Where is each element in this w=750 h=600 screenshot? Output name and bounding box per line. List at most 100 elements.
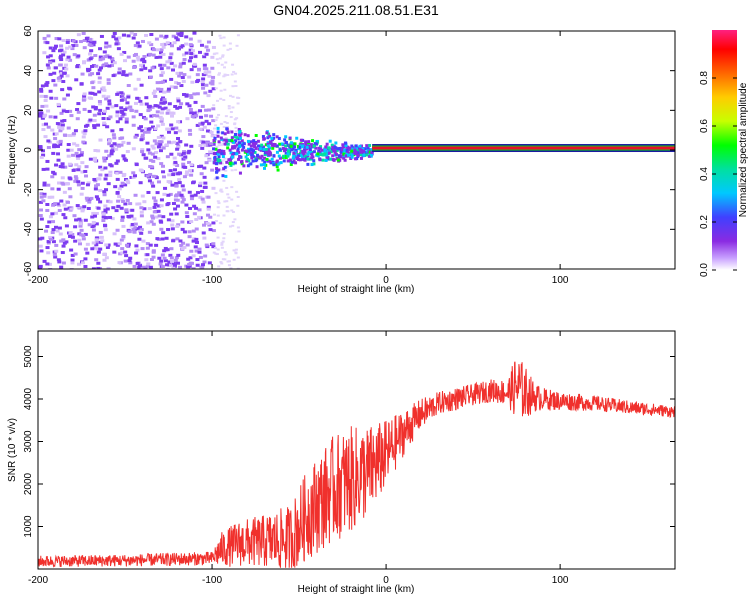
colorbar-ticks: 0.00.20.40.60.8 — [699, 71, 737, 277]
spectrogram-noise-cell — [86, 39, 91, 43]
spectrogram-noise-cell — [38, 214, 43, 218]
spectrogram-noise-cell — [194, 114, 199, 118]
spectrogram-noise-cell — [169, 52, 174, 56]
spectrogram-noise-cell — [138, 181, 143, 185]
spectrogram-noise-cell — [98, 200, 103, 204]
spectrogram-signal-cell — [231, 153, 235, 157]
spectrogram-noise-cell — [124, 254, 129, 258]
spectrogram-noise-cell — [121, 96, 126, 100]
spectrogram-noise-cell — [191, 267, 196, 269]
spectrogram-noise-cell — [125, 106, 130, 110]
spectrogram-noise-cell — [121, 154, 126, 158]
spectrogram-noise-cell — [160, 98, 165, 102]
spectrogram-noise-cell — [63, 207, 68, 211]
spectrogram-noise-cell — [231, 95, 235, 98]
spectrogram-noise-cell — [180, 247, 185, 251]
spectrogram-noise-cell — [199, 172, 204, 176]
spectrogram-noise-cell — [223, 73, 227, 76]
spectrogram-noise-cell — [175, 97, 180, 101]
spectrogram-noise-cell — [226, 48, 230, 51]
spectrogram-signal-cell — [230, 136, 234, 140]
spectrogram-signal-cell — [354, 150, 358, 154]
spectrogram-signal-cell — [308, 148, 312, 152]
spectrogram-signal-cell — [212, 147, 216, 151]
spectrogram-signal-cell — [286, 159, 290, 163]
spectrogram-signal-cell — [261, 158, 265, 162]
spectrogram-signal-cell — [252, 139, 256, 143]
spectrogram-noise-cell — [53, 211, 58, 215]
spectrogram-noise-cell — [119, 91, 124, 95]
spectrogram-signal-cell — [270, 157, 274, 161]
spectrogram-noise-cell — [65, 93, 70, 97]
spectrogram-noise-cell — [124, 117, 129, 121]
spectrogram-noise-cell — [50, 128, 55, 132]
spectrogram-noise-cell — [132, 226, 137, 230]
spectrogram-noise-cell — [161, 96, 166, 100]
spectrogram-noise-cell — [134, 109, 139, 113]
spectrogram-noise-cell — [148, 172, 153, 176]
spectrogram-noise-cell — [76, 262, 81, 266]
spectrogram-noise-cell — [192, 31, 197, 35]
spectrogram-noise-cell — [102, 111, 107, 115]
spectrogram-y-tick-label: -40 — [23, 222, 34, 237]
spectrogram-noise-cell — [139, 83, 144, 87]
spectrogram-noise-cell — [129, 224, 134, 228]
spectrogram-noise-cell — [101, 94, 106, 98]
spectrogram-signal-cell — [231, 162, 235, 166]
spectrogram-noise-cell — [39, 94, 44, 98]
spectrogram-signal-cell — [221, 155, 225, 159]
spectrogram-noise-cell — [102, 252, 107, 256]
spectrogram-noise-cell — [39, 217, 44, 221]
spectrogram-noise-cell — [147, 41, 152, 45]
spectrogram-noise-cell — [56, 140, 61, 144]
spectrogram-noise-cell — [122, 98, 127, 102]
spectrogram-noise-cell — [47, 195, 52, 199]
spectrogram-noise-cell — [218, 57, 222, 60]
spectrogram-noise-cell — [173, 198, 178, 202]
spectrogram-noise-cell — [98, 55, 103, 59]
spectrogram-noise-cell — [87, 120, 92, 124]
spectrogram-signal-cell — [358, 144, 362, 148]
snr-frame — [37, 330, 676, 570]
spectrogram-noise-cell — [131, 123, 136, 127]
spectrogram-noise-cell — [151, 53, 156, 57]
spectrogram-noise-cell — [211, 221, 216, 225]
spectrogram-noise-cell — [48, 237, 53, 241]
spectrogram-signal-cell — [286, 154, 290, 158]
spectrogram-noise-cell — [159, 227, 164, 231]
spectrogram-noise-cell — [155, 237, 160, 241]
spectrogram-noise-cell — [102, 223, 107, 227]
spectrogram-noise-cell — [231, 106, 235, 109]
spectrogram-noise-cell — [153, 155, 158, 159]
spectrogram-noise-cell — [158, 63, 163, 67]
spectrogram-noise-cell — [61, 213, 66, 217]
spectrogram-noise-cell — [106, 199, 111, 203]
spectrogram-noise-cell — [76, 154, 81, 158]
spectrogram-noise-cell — [53, 115, 58, 119]
spectrogram-noise-cell — [161, 45, 166, 49]
spectrogram-noise-cell — [188, 108, 193, 112]
spectrogram-noise-cell — [161, 146, 166, 150]
spectrogram-noise-cell — [154, 37, 159, 41]
spectrogram-noise-cell — [136, 58, 141, 62]
spectrogram-noise-cell — [110, 105, 115, 109]
spectrogram-noise-cell — [233, 218, 237, 221]
spectrogram-noise-cell — [109, 152, 114, 156]
spectrogram-noise-cell — [225, 186, 229, 189]
spectrogram-noise-cell — [199, 164, 204, 168]
spectrogram-noise-cell — [154, 215, 159, 219]
spectrogram-noise-cell — [173, 258, 178, 262]
spectrogram-noise-cell — [155, 110, 160, 114]
spectrogram-noise-cell — [184, 42, 189, 46]
spectrogram-noise-cell — [110, 217, 115, 221]
spectrogram-noise-cell — [170, 259, 175, 263]
spectrogram-noise-cell — [138, 229, 143, 233]
spectrogram-signal-cell — [276, 168, 280, 172]
spectrogram-noise-cell — [97, 177, 102, 181]
spectrogram-noise-cell — [196, 67, 201, 71]
spectrogram-signal-cell — [267, 132, 271, 136]
spectrogram-noise-cell — [181, 79, 186, 83]
spectrogram-noise-cell — [169, 123, 174, 127]
spectrogram-noise-cell — [204, 243, 209, 247]
spectrogram-noise-cell — [228, 129, 232, 132]
